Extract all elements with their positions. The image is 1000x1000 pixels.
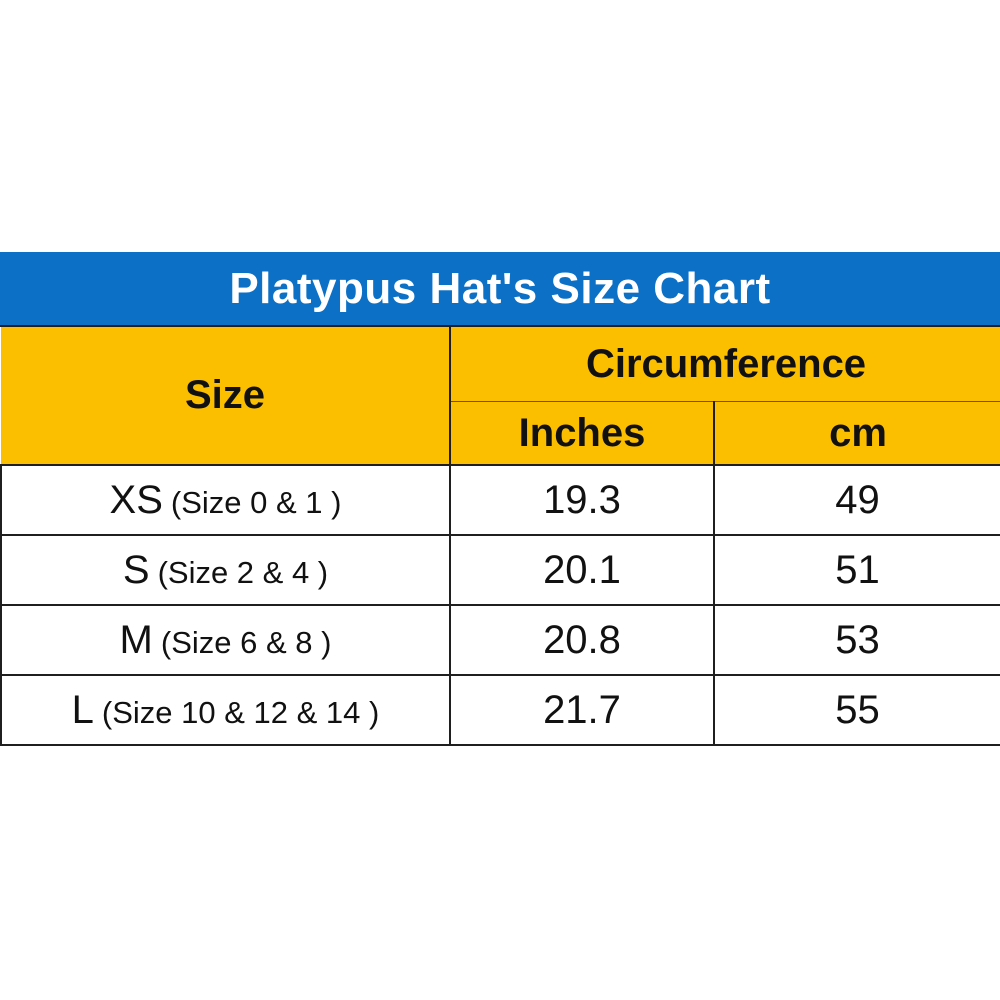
header-size: Size [1, 327, 451, 466]
header-inches: Inches [450, 401, 715, 466]
size-code: XS [109, 477, 163, 522]
table-row: XS (Size 0 & 1 ) 19.3 49 [0, 465, 1000, 536]
table-row: L (Size 10 & 12 & 14 ) 21.7 55 [0, 675, 1000, 746]
size-chart: Platypus Hat's Size Chart Size Circumfer… [0, 252, 1000, 746]
size-cell: M (Size 6 & 8 ) [0, 605, 451, 676]
size-code: M [119, 617, 153, 662]
size-code: L [71, 687, 94, 732]
size-cell: S (Size 2 & 4 ) [0, 535, 451, 606]
header-row-top: Size Circumference [1, 327, 1000, 466]
header-cm: cm [714, 401, 1000, 466]
size-table: Size Circumference Inches cm XS (Size 0 &… [0, 327, 1000, 746]
size-code: S [122, 547, 150, 592]
size-detail: (Size 10 & 12 & 14 ) [101, 694, 380, 730]
inches-cell: 21.7 [450, 675, 715, 746]
inches-cell: 20.8 [450, 605, 715, 676]
table-row: S (Size 2 & 4 ) 20.1 51 [0, 535, 1000, 606]
size-detail: (Size 0 & 1 ) [170, 484, 342, 520]
size-detail: (Size 2 & 4 ) [157, 554, 329, 590]
size-detail: (Size 6 & 8 ) [160, 624, 332, 660]
cm-cell: 51 [714, 535, 1000, 606]
cm-cell: 55 [714, 675, 1000, 746]
table-row: M (Size 6 & 8 ) 20.8 53 [0, 605, 1000, 676]
cm-cell: 49 [714, 465, 1000, 536]
size-cell: XS (Size 0 & 1 ) [0, 465, 451, 536]
chart-title: Platypus Hat's Size Chart [0, 252, 1000, 327]
inches-cell: 19.3 [450, 465, 715, 536]
header-row-sub: Inches cm [1, 401, 1000, 466]
size-cell: L (Size 10 & 12 & 14 ) [0, 675, 451, 746]
header-circumference: Circumference [450, 327, 1000, 402]
inches-cell: 20.1 [450, 535, 715, 606]
cm-cell: 53 [714, 605, 1000, 676]
